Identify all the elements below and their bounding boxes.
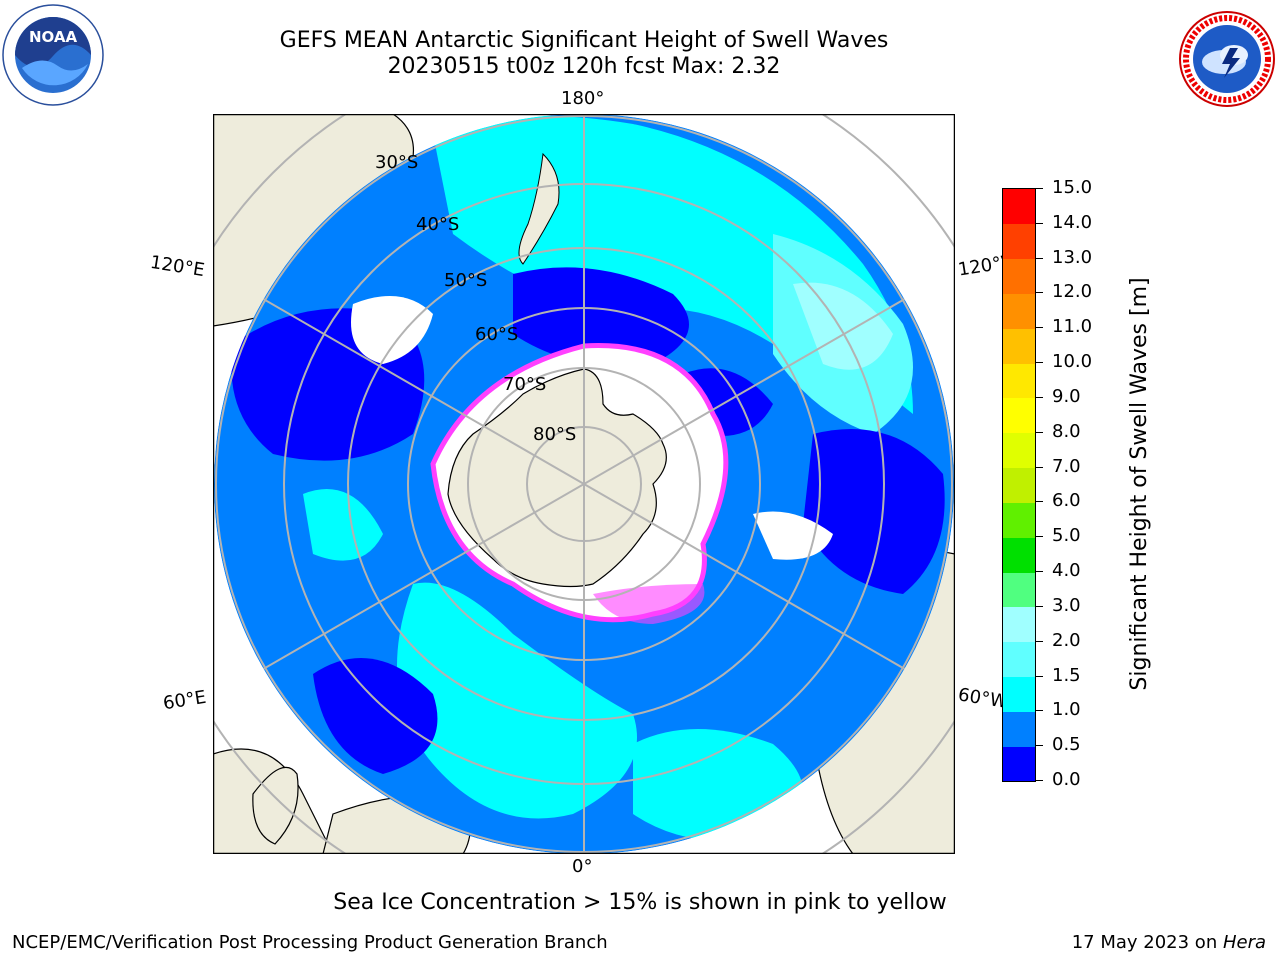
lon-label-60w: 60°W	[956, 684, 1008, 713]
colorbar-tick	[1035, 466, 1043, 468]
nws-logo-icon	[1179, 11, 1275, 107]
colorbar-segment	[1003, 711, 1035, 747]
colorbar-segment	[1003, 502, 1035, 538]
colorbar-tick	[1035, 396, 1043, 398]
colorbar-tick-label: 7.0	[1052, 455, 1081, 477]
lon-label-180: 180°	[561, 88, 605, 109]
ocean-disk	[214, 114, 954, 854]
lat-label-50s: 50°S	[444, 270, 487, 291]
lat-label-30s: 30°S	[375, 152, 418, 173]
lat-label-40s: 40°S	[416, 214, 459, 235]
lat-label-70s: 70°S	[503, 374, 546, 395]
colorbar-tick-label: 8.0	[1052, 420, 1081, 442]
colorbar-segment	[1003, 189, 1035, 225]
colorbar-tick-label: 4.0	[1052, 560, 1081, 582]
lat-label-60s: 60°S	[475, 324, 518, 345]
lon-label-60e: 60°E	[161, 686, 208, 715]
colorbar-tick	[1035, 745, 1043, 747]
colorbar-tick-label: 13.0	[1052, 246, 1093, 268]
footer-host: Hera	[1222, 932, 1266, 953]
colorbar-segment	[1003, 746, 1035, 782]
colorbar-tick-label: 0.5	[1052, 734, 1081, 756]
colorbar-tick	[1035, 327, 1043, 329]
colorbar-tick-label: 11.0	[1052, 316, 1093, 338]
footer-right: 17 May 2023 on Hera	[1072, 932, 1266, 953]
colorbar-tick-label: 1.0	[1052, 699, 1081, 721]
colorbar-tick	[1035, 362, 1043, 364]
lon-label-120w: 120°W	[956, 252, 1008, 281]
colorbar-tick	[1035, 222, 1043, 224]
colorbar-segment	[1003, 606, 1035, 643]
colorbar-segment	[1003, 676, 1035, 712]
colorbar-tick	[1035, 501, 1043, 503]
lon-label-0: 0°	[572, 856, 593, 877]
colorbar-title: Significant Height of Swell Waves [m]	[1127, 277, 1152, 691]
colorbar-tick	[1035, 710, 1043, 712]
footer-left: NCEP/EMC/Verification Post Processing Pr…	[12, 932, 608, 953]
chart-subtitle: 20230515 t00z 120h fcst Max: 2.32	[387, 54, 781, 79]
colorbar-tick-label: 2.0	[1052, 629, 1081, 651]
colorbar-tick	[1035, 640, 1043, 642]
colorbar-segment	[1003, 537, 1035, 573]
colorbar-tick-label: 15.0	[1052, 177, 1093, 198]
colorbar-segment	[1003, 223, 1035, 260]
colorbar-tick-label: 5.0	[1052, 525, 1081, 547]
colorbar-tick-label: 10.0	[1052, 351, 1093, 373]
noaa-logo-icon: NOAA	[2, 4, 104, 106]
colorbar-segment	[1003, 467, 1035, 503]
colorbar-tick-label: 1.5	[1052, 664, 1081, 686]
colorbar-tick	[1035, 536, 1043, 538]
colorbar-segment	[1003, 363, 1035, 399]
colorbar-tick-label: 6.0	[1052, 490, 1081, 512]
colorbar-tick-label: 9.0	[1052, 385, 1081, 407]
sea-ice-note: Sea Ice Concentration > 15% is shown in …	[333, 890, 947, 915]
colorbar-tick	[1035, 431, 1043, 433]
colorbar-segment	[1003, 572, 1035, 608]
graticule	[214, 114, 954, 854]
colorbar-tick	[1035, 257, 1043, 259]
colorbar-tick	[1035, 605, 1043, 607]
chart-title: GEFS MEAN Antarctic Significant Height o…	[279, 28, 889, 53]
colorbar-tick-label: 3.0	[1052, 594, 1081, 616]
colorbar-tick-label: 14.0	[1052, 211, 1093, 233]
colorbar-tick	[1035, 571, 1043, 573]
colorbar-segment	[1003, 293, 1035, 329]
lon-label-120e: 120°E	[148, 251, 207, 282]
footer-date: 17 May 2023 on	[1071, 932, 1223, 953]
colorbar-segment	[1003, 258, 1035, 294]
colorbar-tick-label: 12.0	[1052, 281, 1093, 303]
colorbar-segment	[1003, 328, 1035, 364]
colorbar-segment	[1003, 432, 1035, 469]
colorbar-tick	[1035, 292, 1043, 294]
colorbar-segment	[1003, 641, 1035, 678]
land-antarctica	[447, 368, 667, 588]
noaa-logo-text: NOAA	[29, 28, 78, 46]
colorbar	[1002, 188, 1036, 782]
colorbar-tick	[1035, 188, 1043, 189]
polar-map: 30°S 40°S 50°S 60°S 70°S 80°S	[213, 114, 955, 854]
colorbar-tick	[1035, 780, 1043, 781]
colorbar-segment	[1003, 397, 1035, 434]
lat-label-80s: 80°S	[533, 424, 576, 445]
colorbar-tick	[1035, 675, 1043, 677]
colorbar-tick-label: 0.0	[1052, 769, 1081, 790]
